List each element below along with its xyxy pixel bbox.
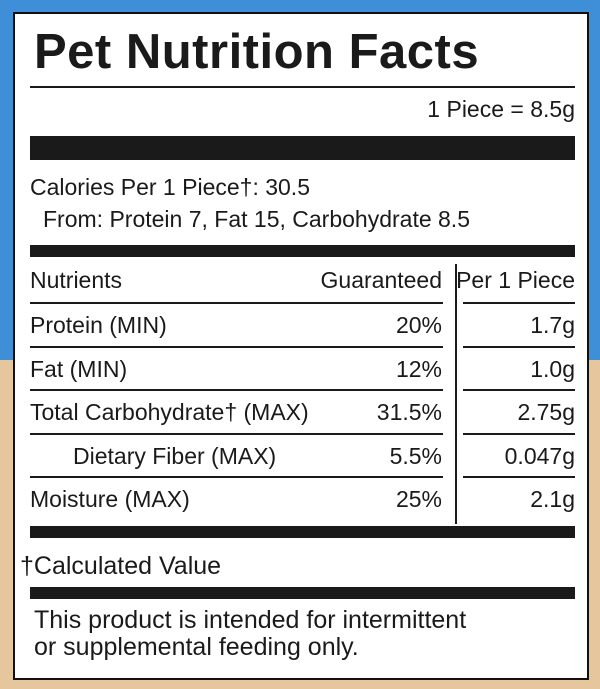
guaranteed-value: 5.5% (389, 442, 442, 469)
row-rule (30, 432, 443, 435)
per-piece-value: 2.75g (517, 399, 575, 425)
column-header: Guaranteed (320, 267, 442, 293)
guaranteed-value: 31.5% (376, 399, 442, 425)
nutrient-name: Moisture (MAX) (30, 486, 190, 512)
nutrient-name: Total Carbohydrate† (MAX) (30, 399, 309, 425)
nutrient-name: Protein (MIN) (30, 312, 167, 338)
per-piece-value: 0.047g (504, 442, 575, 469)
row-rule (30, 389, 443, 391)
per-piece-value: 1.7g (530, 312, 575, 338)
calories-from: From: Protein 7, Fat 15, Carbohydrate 8.… (43, 206, 470, 232)
guaranteed-value: 25% (395, 486, 442, 512)
column-divider (455, 264, 457, 524)
thick-rule (30, 587, 575, 599)
calories: Calories Per 1 Piece†: 30.5 (30, 174, 310, 200)
serving-size: 1 Piece = 8.5g (427, 96, 575, 122)
row-rule (30, 302, 443, 304)
nutrition-panel: Pet Nutrition Facts 1 Piece = 8.5g Calor… (13, 12, 589, 680)
row-rule (463, 345, 575, 348)
column-header: Per 1 Piece (456, 267, 575, 293)
guaranteed-value: 12% (395, 355, 442, 382)
nutrient-name: Dietary Fiber (MAX) (73, 442, 277, 469)
disclaimer: or supplemental feeding only. (34, 633, 359, 661)
per-piece-value: 1.0g (530, 355, 575, 382)
row-rule (30, 345, 443, 348)
row-rule (463, 476, 575, 478)
guaranteed-value: 20% (395, 312, 442, 338)
row-rule (463, 389, 575, 391)
per-piece-value: 2.1g (530, 486, 575, 512)
nutrient-name: Fat (MIN) (30, 355, 128, 382)
row-rule (30, 476, 443, 478)
rule (30, 86, 575, 88)
title: Pet Nutrition Facts (34, 25, 480, 79)
thick-rule (30, 136, 575, 160)
row-rule (463, 432, 575, 435)
column-header: Nutrients (30, 267, 123, 293)
footnote: †Calculated Value (20, 552, 222, 580)
thick-rule (30, 526, 575, 538)
row-rule (463, 302, 575, 304)
thick-rule (30, 245, 575, 257)
disclaimer: This product is intended for intermitten… (34, 606, 467, 634)
